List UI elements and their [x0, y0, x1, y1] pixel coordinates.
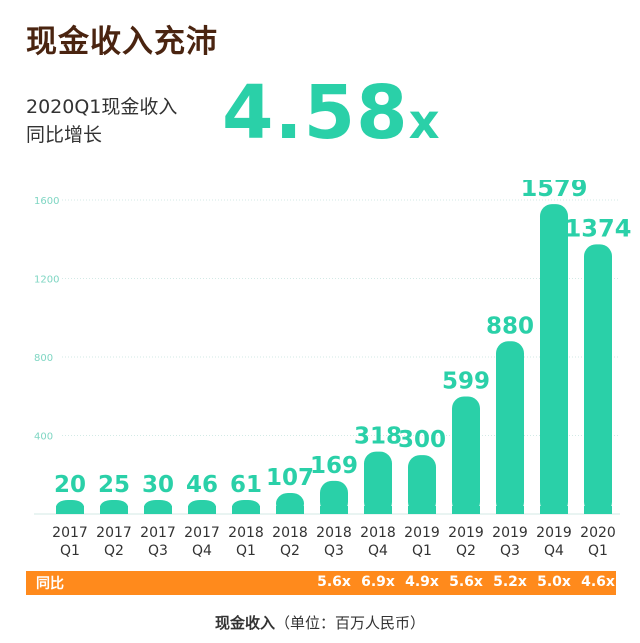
data-label: 61 — [230, 472, 262, 498]
x-tick-year: 2018 — [316, 525, 352, 541]
bar-base — [364, 506, 392, 514]
data-label: 318 — [354, 424, 402, 450]
data-label: 20 — [54, 472, 86, 498]
x-tick-year: 2019 — [492, 525, 528, 541]
data-label: 169 — [310, 453, 358, 479]
chart-caption: 现金收入（单位：百万人民币） — [0, 612, 640, 633]
y-tick-label: 800 — [34, 353, 53, 364]
data-label: 599 — [442, 368, 490, 394]
bar — [584, 244, 612, 514]
subtitle-line1: 2020Q1现金收入 — [26, 96, 178, 118]
bar-chart: 400 800 1200 1600 20 2017 Q1 25 2017 Q2 30 2017 Q3 46… — [34, 180, 632, 559]
caption-main: 现金收入 — [214, 614, 275, 632]
bar-base — [100, 506, 128, 514]
bar-base — [408, 506, 436, 514]
x-tick-year: 2019 — [404, 525, 440, 541]
bar — [364, 451, 392, 514]
caption-unit: （单位：百万人民币） — [275, 614, 426, 632]
bar — [320, 480, 348, 514]
x-tick-year: 2020 — [580, 525, 616, 541]
bar — [452, 396, 480, 514]
data-label: 880 — [486, 313, 534, 339]
data-label: 46 — [186, 472, 218, 498]
highlight-value: 4.58 — [222, 70, 409, 156]
x-tick-quarter: Q3 — [500, 543, 520, 559]
yoy-value: 4.9x — [405, 574, 439, 590]
data-label: 25 — [98, 472, 130, 498]
yoy-value: 5.2x — [493, 574, 527, 590]
x-tick-quarter: Q1 — [236, 543, 256, 559]
highlight-suffix: x — [408, 94, 441, 150]
yoy-value: 5.0x — [537, 574, 571, 590]
y-tick-label: 400 — [34, 432, 53, 443]
x-tick-year: 2018 — [360, 525, 396, 541]
bar-base — [232, 506, 260, 514]
x-tick-quarter: Q1 — [412, 543, 432, 559]
x-tick-year: 2017 — [96, 525, 132, 541]
x-tick-year: 2019 — [536, 525, 572, 541]
bar-base — [584, 506, 612, 514]
bar-base — [540, 506, 568, 514]
x-tick-quarter: Q2 — [280, 543, 300, 559]
x-tick-year: 2018 — [272, 525, 308, 541]
x-tick-year: 2018 — [228, 525, 264, 541]
y-tick-label: 1600 — [34, 196, 59, 207]
x-tick-quarter: Q4 — [192, 543, 212, 559]
data-label: 30 — [142, 472, 174, 498]
y-tick-label: 1200 — [34, 275, 59, 286]
data-label: 1374 — [565, 214, 632, 242]
bar-base — [188, 506, 216, 514]
bar — [408, 455, 436, 514]
x-tick-year: 2017 — [184, 525, 220, 541]
data-label: 300 — [398, 427, 446, 453]
subtitle-line2: 同比增长 — [26, 124, 103, 146]
bar-base — [144, 506, 172, 514]
yoy-value: 4.6x — [581, 574, 615, 590]
x-tick-quarter: Q4 — [544, 543, 564, 559]
data-label: 1579 — [521, 180, 588, 202]
x-tick-quarter: Q3 — [148, 543, 168, 559]
yoy-value: 5.6x — [317, 574, 351, 590]
x-tick-year: 2019 — [448, 525, 484, 541]
data-label: 107 — [266, 465, 314, 491]
x-tick-quarter: Q1 — [588, 543, 608, 559]
bar — [496, 341, 524, 514]
bar-base — [496, 506, 524, 514]
x-tick-quarter: Q1 — [60, 543, 80, 559]
x-tick-year: 2017 — [140, 525, 176, 541]
yoy-label: 同比 — [36, 576, 64, 592]
x-tick-year: 2017 — [52, 525, 88, 541]
highlight-number: 4.58x — [222, 70, 441, 156]
bar-base — [56, 506, 84, 514]
x-tick-quarter: Q2 — [456, 543, 476, 559]
x-tick-quarter: Q2 — [104, 543, 124, 559]
bar-base — [320, 506, 348, 514]
x-tick-quarter: Q3 — [324, 543, 344, 559]
yoy-value: 6.9x — [361, 574, 395, 590]
bar-base — [452, 506, 480, 514]
bar — [540, 204, 568, 514]
bar-base — [276, 506, 304, 514]
yoy-band: 同比 — [26, 571, 616, 595]
x-tick-quarter: Q4 — [368, 543, 388, 559]
page-title: 现金收入充沛 — [26, 24, 218, 60]
yoy-value: 5.6x — [449, 574, 483, 590]
